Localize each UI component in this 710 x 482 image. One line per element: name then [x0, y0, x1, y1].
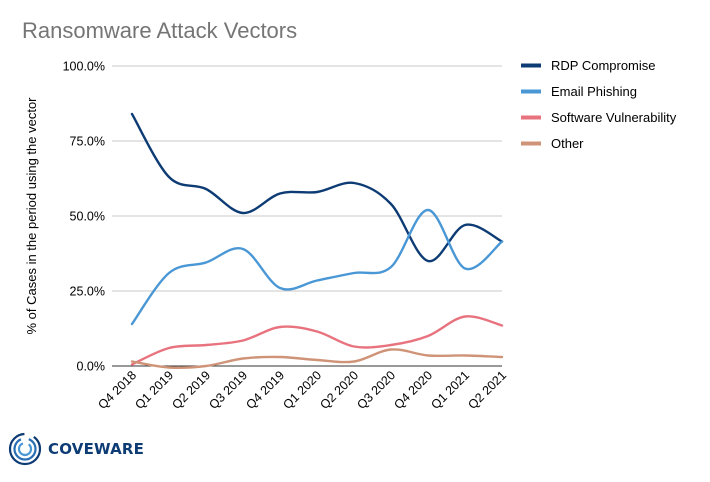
y-tick-label: 50.0%	[70, 210, 105, 224]
legend-label-rdp-compromise: RDP Compromise	[551, 58, 656, 73]
x-tick-label: Q3 2019	[206, 368, 250, 412]
gridlines	[112, 65, 502, 367]
series-line-software-vulnerability	[130, 315, 504, 366]
x-tick-label: Q1 2021	[428, 368, 472, 412]
y-tick-label: 100.0%	[63, 60, 105, 74]
x-tick-label: Q4 2019	[243, 368, 287, 412]
legend-label-other: Other	[551, 136, 584, 151]
x-tick-label: Q2 2021	[465, 368, 509, 412]
x-tick-label: Q2 2019	[169, 368, 213, 412]
coveware-logo: COVEWARE	[8, 432, 144, 466]
legend-label-software-vulnerability: Software Vulnerability	[551, 110, 677, 125]
legend-swatch-rdp-compromise	[521, 63, 541, 68]
x-tick-label: Q3 2020	[354, 368, 398, 412]
legend-swatch-other	[521, 141, 541, 146]
legend: RDP Compromise Email Phishing Software Vul…	[521, 58, 677, 151]
series-line-rdp-compromise	[130, 112, 504, 263]
y-tick-label: 25.0%	[70, 285, 105, 299]
x-tick-label: Q1 2020	[280, 368, 324, 412]
y-axis-label: % of Cases in the period using the vecto…	[24, 97, 39, 335]
x-tick-label: Q1 2019	[132, 368, 176, 412]
legend-swatch-email-phishing	[521, 89, 541, 94]
series-line-email-phishing	[130, 208, 504, 326]
x-tick-label: Q2 2020	[317, 368, 361, 412]
y-tick-label: 75.0%	[70, 135, 105, 149]
y-tick-label: 0.0%	[77, 360, 106, 374]
legend-swatch-software-vulnerability	[521, 115, 541, 120]
chart-title: Ransomware Attack Vectors	[22, 18, 298, 43]
series-lines	[130, 112, 504, 369]
legend-label-email-phishing: Email Phishing	[551, 84, 637, 99]
coveware-logo-icon	[8, 432, 42, 466]
x-tick-label: Q4 2018	[95, 368, 139, 412]
x-tick-label: Q4 2020	[391, 368, 435, 412]
series-line-other	[130, 348, 504, 369]
coveware-logo-text: COVEWARE	[48, 440, 145, 458]
